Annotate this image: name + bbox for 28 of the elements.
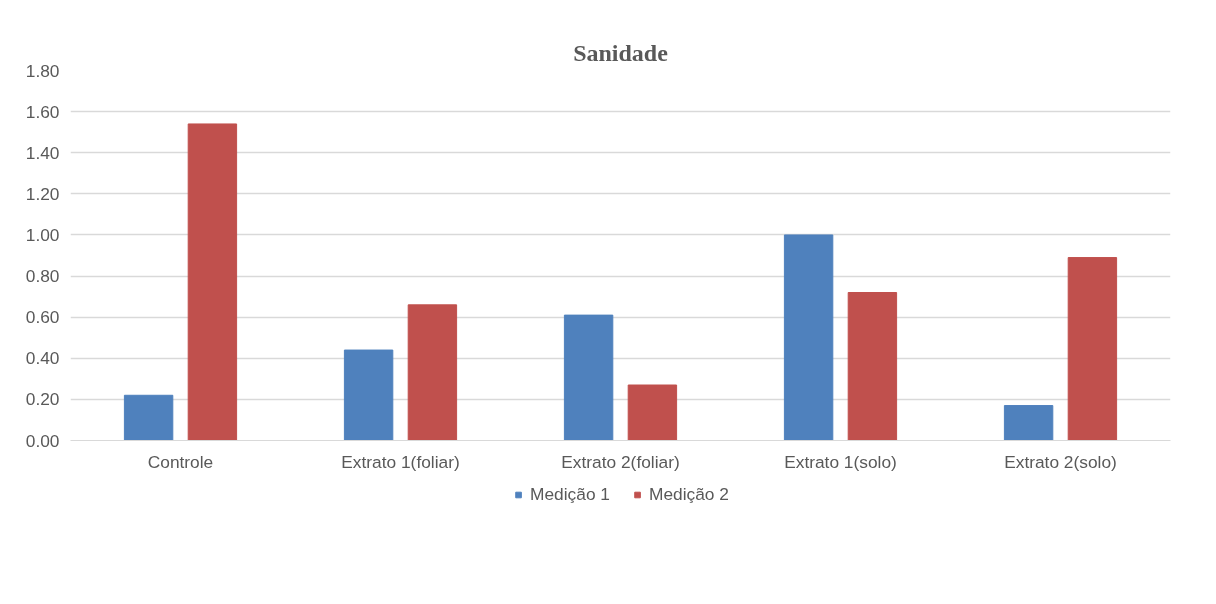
- bar: [1003, 405, 1054, 441]
- legend-label: Medição 2: [649, 483, 729, 505]
- bar: [847, 292, 898, 441]
- y-tick-label: 1.20: [25, 183, 60, 204]
- y-tick-label: 0.20: [25, 389, 60, 410]
- bar: [1067, 257, 1118, 441]
- chart-title: Sanidade: [573, 39, 669, 66]
- bar: [407, 304, 458, 441]
- y-tick-label: 1.60: [25, 101, 60, 122]
- legend-label: Medição 1: [530, 483, 610, 505]
- y-tick-label: 1.80: [25, 60, 60, 81]
- y-tick-label: 0.00: [25, 430, 60, 451]
- x-tick-label: Extrato 1(solo): [784, 451, 897, 472]
- y-tick-label: 0.80: [25, 266, 60, 287]
- y-tick-label: 0.60: [25, 307, 60, 328]
- x-tick-label: Controle: [147, 451, 214, 472]
- bar: [563, 314, 614, 441]
- x-tick-label: Extrato 2(foliar): [561, 451, 680, 472]
- x-tick-label: Extrato 1(foliar): [341, 451, 460, 472]
- x-tick-label: Extrato 2(solo): [1004, 451, 1117, 472]
- bar: [627, 384, 678, 441]
- bar: [343, 349, 394, 441]
- y-tick-label: 1.40: [25, 142, 60, 163]
- y-tick-label: 1.00: [25, 224, 60, 245]
- bar: [123, 394, 174, 441]
- bar: [187, 123, 238, 441]
- y-tick-label: 0.40: [25, 348, 60, 369]
- bar: [783, 234, 834, 441]
